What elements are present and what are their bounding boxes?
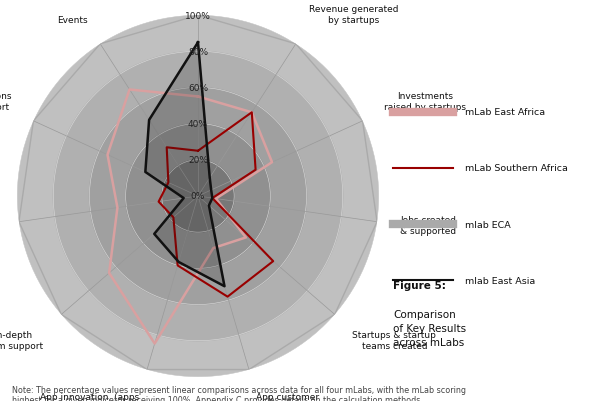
- Text: Investments
raised by startups: Investments raised by startups: [384, 92, 466, 112]
- Polygon shape: [53, 52, 343, 341]
- Polygon shape: [89, 88, 307, 305]
- Text: mLab Southern Africa: mLab Southern Africa: [465, 164, 568, 173]
- Text: Jobs created
& supported: Jobs created & supported: [400, 215, 457, 235]
- Text: 80%: 80%: [188, 48, 208, 57]
- Text: Applications
for support: Applications for support: [0, 92, 12, 112]
- Text: 100%: 100%: [185, 12, 211, 20]
- Text: 0%: 0%: [191, 192, 205, 201]
- Polygon shape: [125, 124, 271, 269]
- Text: App innovation, (apps
monetized, brought to
market, prototyped): App innovation, (apps monetized, brought…: [39, 392, 140, 401]
- Text: mLab East Africa: mLab East Africa: [465, 108, 545, 117]
- Text: 60%: 60%: [188, 84, 208, 93]
- Text: Events: Events: [57, 16, 88, 25]
- Polygon shape: [17, 16, 379, 377]
- Text: App customer
traction: App customer traction: [256, 392, 319, 401]
- Text: 20%: 20%: [188, 156, 208, 165]
- Polygon shape: [145, 43, 224, 287]
- Text: mlab East Asia: mlab East Asia: [465, 276, 535, 285]
- Text: Startups & startup
teams created: Startups & startup teams created: [352, 330, 436, 350]
- Text: Figure 5:: Figure 5:: [393, 281, 446, 291]
- Polygon shape: [162, 160, 234, 233]
- Text: In-depth
team support: In-depth team support: [0, 330, 44, 350]
- Text: Revenue generated
by startups: Revenue generated by startups: [308, 5, 398, 25]
- Text: Note: The percentage values represent linear comparisons across data for all fou: Note: The percentage values represent li…: [12, 385, 466, 401]
- Text: mlab ECA: mlab ECA: [465, 220, 511, 229]
- Text: Comparison
of Key Results
across mLabs: Comparison of Key Results across mLabs: [393, 309, 466, 347]
- Text: 40%: 40%: [188, 120, 208, 129]
